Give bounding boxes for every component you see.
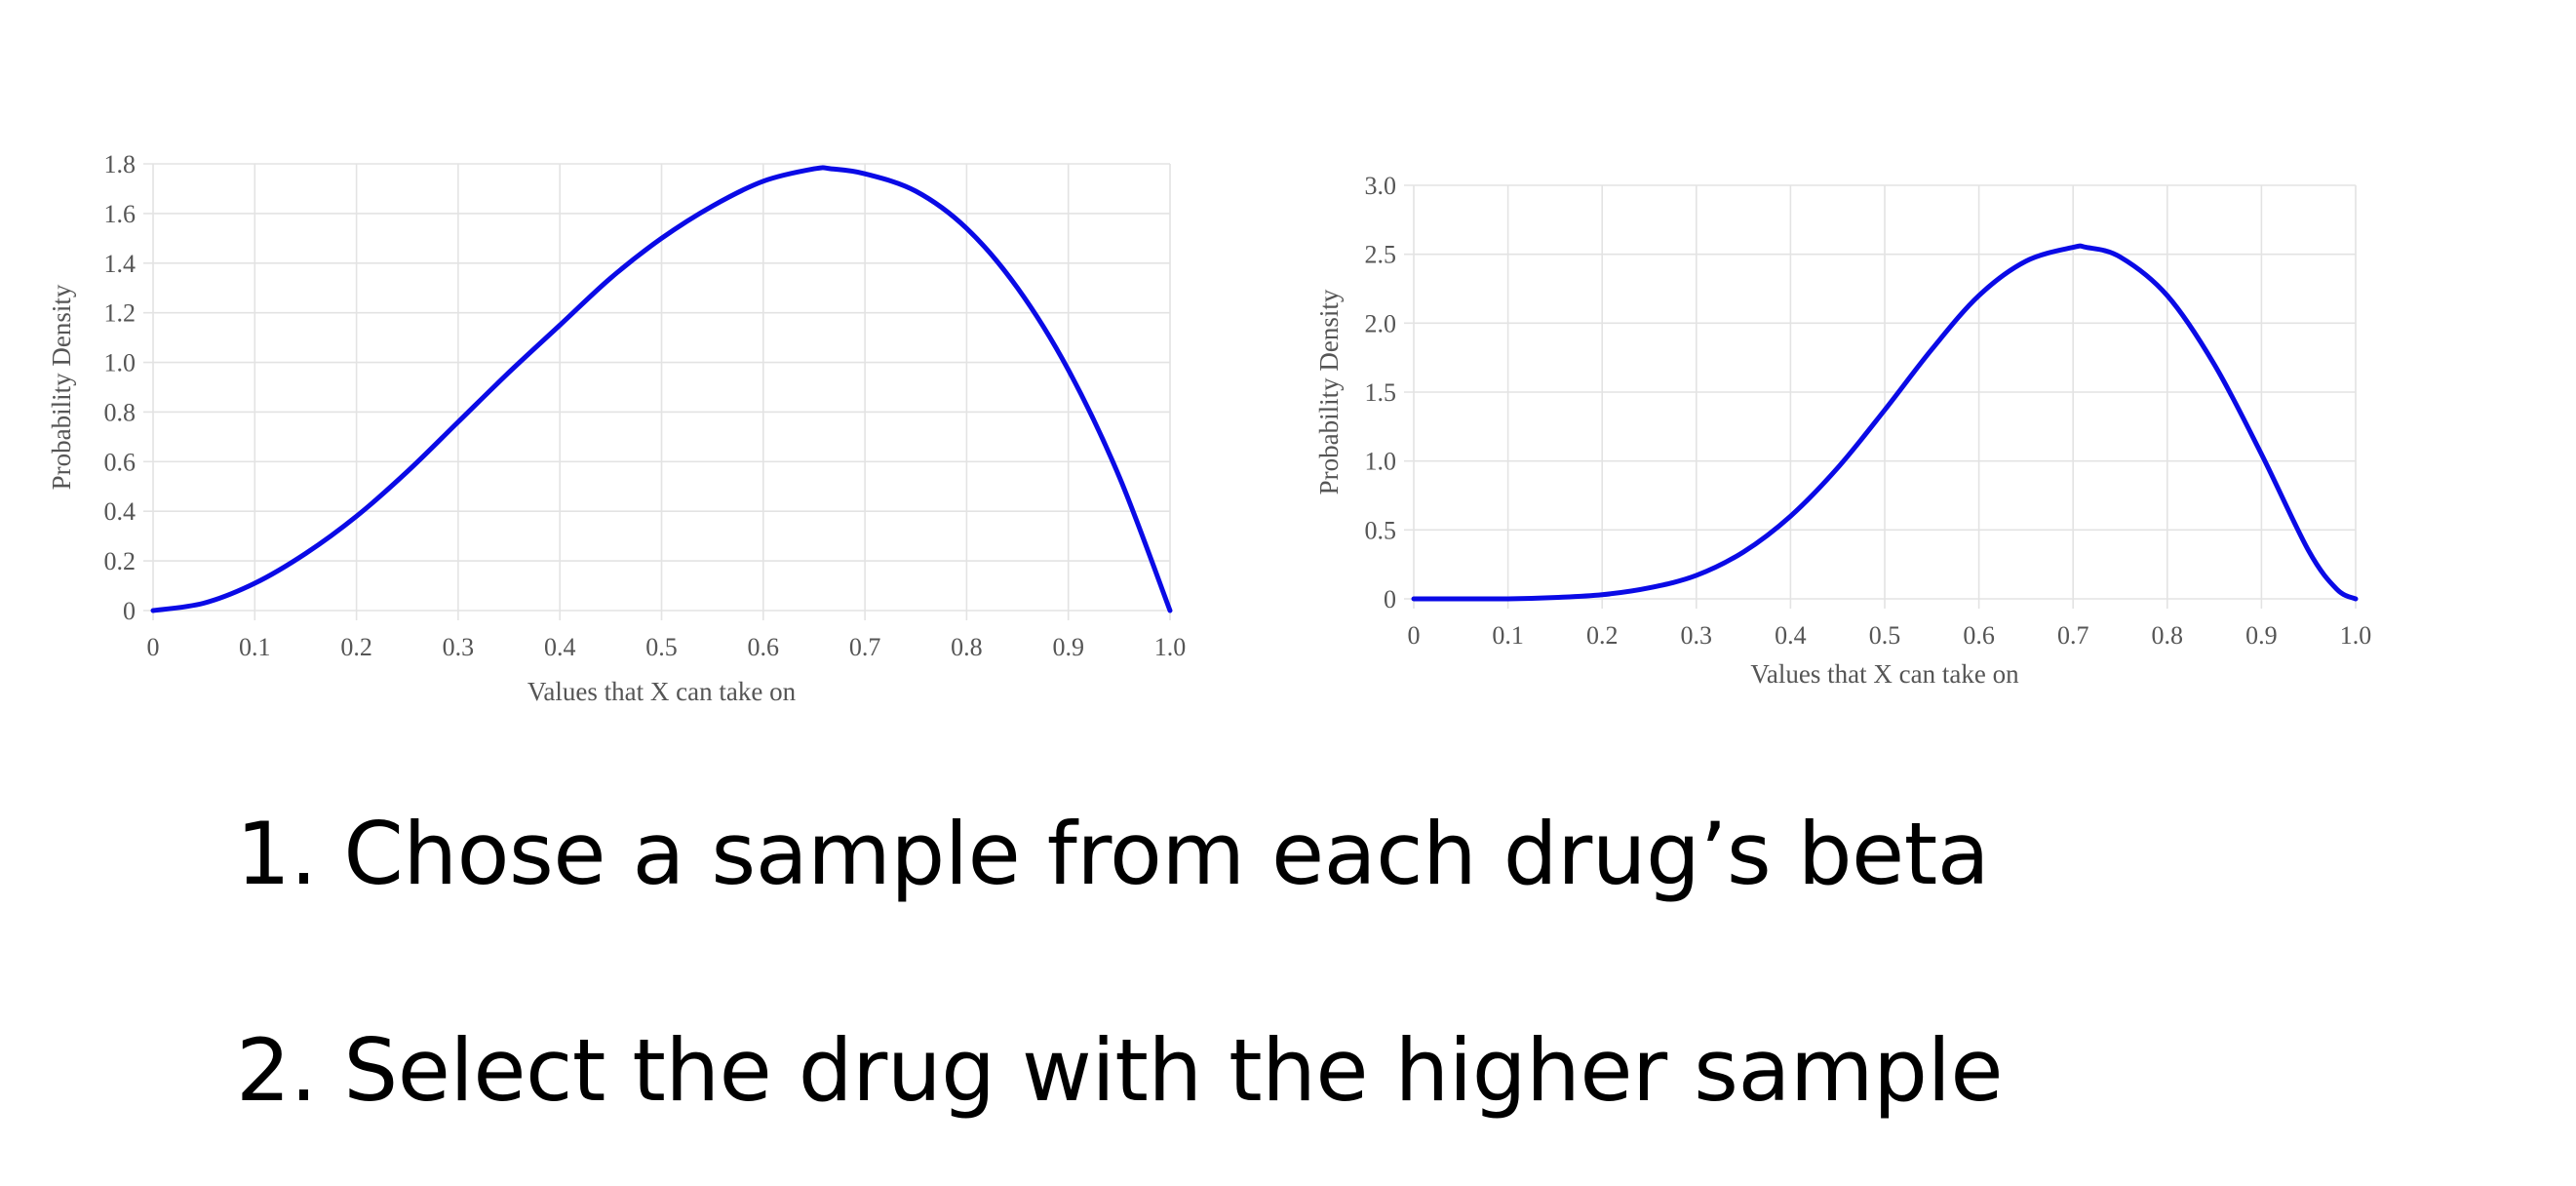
density-curve xyxy=(1411,243,2359,602)
grid xyxy=(1404,184,2357,609)
y-tick-label: 1.8 xyxy=(104,150,137,178)
x-tick-label: 0.9 xyxy=(1052,633,1084,661)
y-tick-label: 1.0 xyxy=(104,349,137,377)
y-tick-label: 0 xyxy=(1384,585,1396,613)
step-1-text: 1. Chose a sample from each drug’s beta xyxy=(236,804,1990,904)
x-tick-label: 0.4 xyxy=(1775,621,1807,650)
x-tick-label: 0.4 xyxy=(544,633,576,661)
x-tick-label: 1.0 xyxy=(2340,621,2372,650)
x-tick-label: 0.5 xyxy=(1869,621,1901,650)
beta-chart-left: 00.20.40.60.81.01.21.41.61.8 0 0.1 0.2 0.3 0… xyxy=(47,150,1187,706)
x-tick-label: 0.9 xyxy=(2245,621,2278,650)
x-tick-label: 0.7 xyxy=(2057,621,2089,650)
beta-chart-right: 00.51.01.52.02.53.0 0 0.1 0.2 0.3 0.4 0.5 0.6 0… xyxy=(1314,172,2372,689)
x-axis-ticks: 0 0.1 0.2 0.3 0.4 0.5 0.6 0.7 0.8 0.9 1.0 xyxy=(147,633,1187,661)
x-tick-label: 0.6 xyxy=(1963,621,1995,650)
x-axis-title: Values that X can take on xyxy=(527,677,797,706)
x-tick-label: 0.3 xyxy=(443,633,475,661)
density-curve xyxy=(150,165,1173,613)
y-tick-label: 1.2 xyxy=(104,299,137,328)
y-tick-label: 3.0 xyxy=(1365,172,1397,200)
y-axis-ticks: 0 0.2 0.4 0.6 0.8 1.0 1.2 1.4 1.6 1.8 xyxy=(104,150,137,625)
x-tick-label: 0 xyxy=(1408,621,1421,650)
x-tick-label: 0.8 xyxy=(951,633,983,661)
y-tick-label: 1.0 xyxy=(1365,448,1397,476)
grid xyxy=(143,163,1171,620)
x-tick-label: 1.0 xyxy=(1154,633,1187,661)
x-tick-label: 0 xyxy=(147,633,160,661)
x-tick-label: 0.6 xyxy=(748,633,780,661)
y-tick-label: 0.8 xyxy=(104,398,137,426)
y-tick-label: 0.4 xyxy=(104,497,137,526)
y-axis-ticks: 0 0.5 1.0 1.5 2.0 2.5 3.0 xyxy=(1365,172,1397,613)
y-tick-label: 0.5 xyxy=(1365,516,1397,544)
y-tick-label: 0.2 xyxy=(104,547,137,575)
x-tick-label: 0.3 xyxy=(1681,621,1713,650)
y-axis-title: Probability Density xyxy=(1314,289,1344,494)
x-tick-label: 0.1 xyxy=(1492,621,1524,650)
step-2-text: 2. Select the drug with the higher sampl… xyxy=(236,1020,2004,1121)
y-tick-label: 0 xyxy=(123,597,136,625)
y-tick-label: 1.6 xyxy=(104,200,137,228)
y-tick-label: 1.5 xyxy=(1365,378,1397,407)
y-axis-title: Probability Density xyxy=(47,284,76,490)
x-tick-label: 0.5 xyxy=(645,633,678,661)
y-tick-label: 1.4 xyxy=(104,250,137,278)
y-tick-label: 0.6 xyxy=(104,448,137,476)
x-axis-ticks: 0 0.1 0.2 0.3 0.4 0.5 0.6 0.7 0.8 0.9 1.0 xyxy=(1408,621,2372,650)
y-tick-label: 2.0 xyxy=(1365,309,1397,337)
x-axis-title: Values that X can take on xyxy=(1750,659,2019,689)
x-tick-label: 0.1 xyxy=(239,633,271,661)
x-tick-label: 0.8 xyxy=(2152,621,2184,650)
x-tick-label: 0.2 xyxy=(1586,621,1619,650)
x-tick-label: 0.7 xyxy=(849,633,881,661)
x-tick-label: 0.2 xyxy=(340,633,372,661)
y-tick-label: 2.5 xyxy=(1365,241,1397,269)
